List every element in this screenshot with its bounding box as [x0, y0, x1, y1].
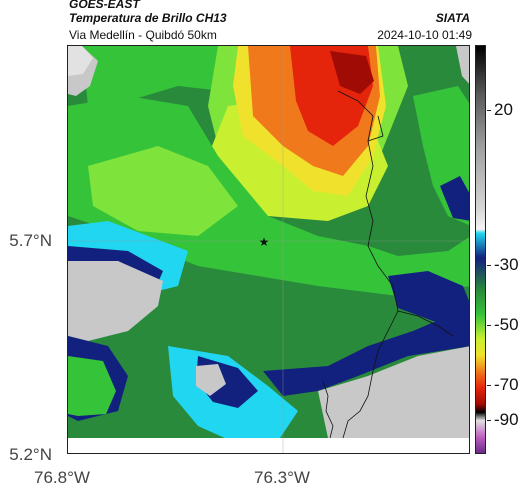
coastline-borders	[322, 90, 454, 439]
colorbar-label-minus50: -50	[494, 315, 519, 334]
lon-label-76-8: 76.8°W	[34, 468, 90, 487]
timestamp-label: 2024-10-10 01:49	[377, 28, 472, 42]
lat-label-5-2: 5.2°N	[9, 445, 52, 464]
colorbar-tick-minus30	[487, 265, 491, 266]
cloud-band-north	[82, 46, 243, 106]
map-svg: ★	[68, 46, 469, 453]
colorbar-tick-20	[487, 110, 491, 111]
map-bottom-strip	[68, 438, 469, 453]
colorbar-tick-minus70	[487, 385, 491, 386]
cloud-edge-blue-southeast	[263, 316, 469, 396]
temperature-colorbar	[475, 45, 486, 454]
colorbar-label-minus30: -30	[494, 255, 519, 274]
colorbar-label-minus70: -70	[494, 375, 519, 394]
brightness-temperature-map: ★	[67, 45, 470, 454]
cloud-field	[68, 46, 469, 453]
location-star-marker: ★	[259, 235, 270, 249]
clear-sky-northeast	[456, 46, 469, 84]
border-line-east	[397, 310, 454, 337]
clear-sky-southeast	[318, 346, 469, 438]
lat-label-5-7: 5.7°N	[9, 231, 52, 250]
cloud-patch-light-green-west	[88, 146, 238, 236]
cloud-patch-green-southwest	[68, 356, 116, 416]
cloud-edge-blue-northeast	[440, 176, 469, 221]
region-subtitle: Via Medellín - Quibdó 50km	[69, 28, 217, 42]
colorbar-tick-minus50	[487, 325, 491, 326]
graticule	[68, 46, 469, 453]
river-line-south	[322, 380, 334, 439]
cloud-edge-blue-east	[388, 271, 469, 326]
organization-label: SIATA	[435, 11, 470, 25]
colorbar-label-minus90: -90	[494, 410, 519, 429]
clear-sky-south-patch	[196, 364, 226, 396]
colorbar-tick-minus90	[487, 420, 491, 421]
clear-sky-west	[68, 261, 163, 341]
border-line-spur	[367, 115, 384, 142]
border-line-main	[337, 90, 399, 439]
lon-label-76-3: 76.3°W	[254, 468, 310, 487]
satellite-title: GOES-EAST	[69, 0, 140, 11]
clear-sky-northwest-inner	[68, 46, 93, 76]
cloud-core-dark-red	[330, 51, 374, 94]
colorbar-label-20: 20	[494, 100, 513, 119]
product-title: Temperatura de Brillo CH13	[69, 11, 227, 25]
